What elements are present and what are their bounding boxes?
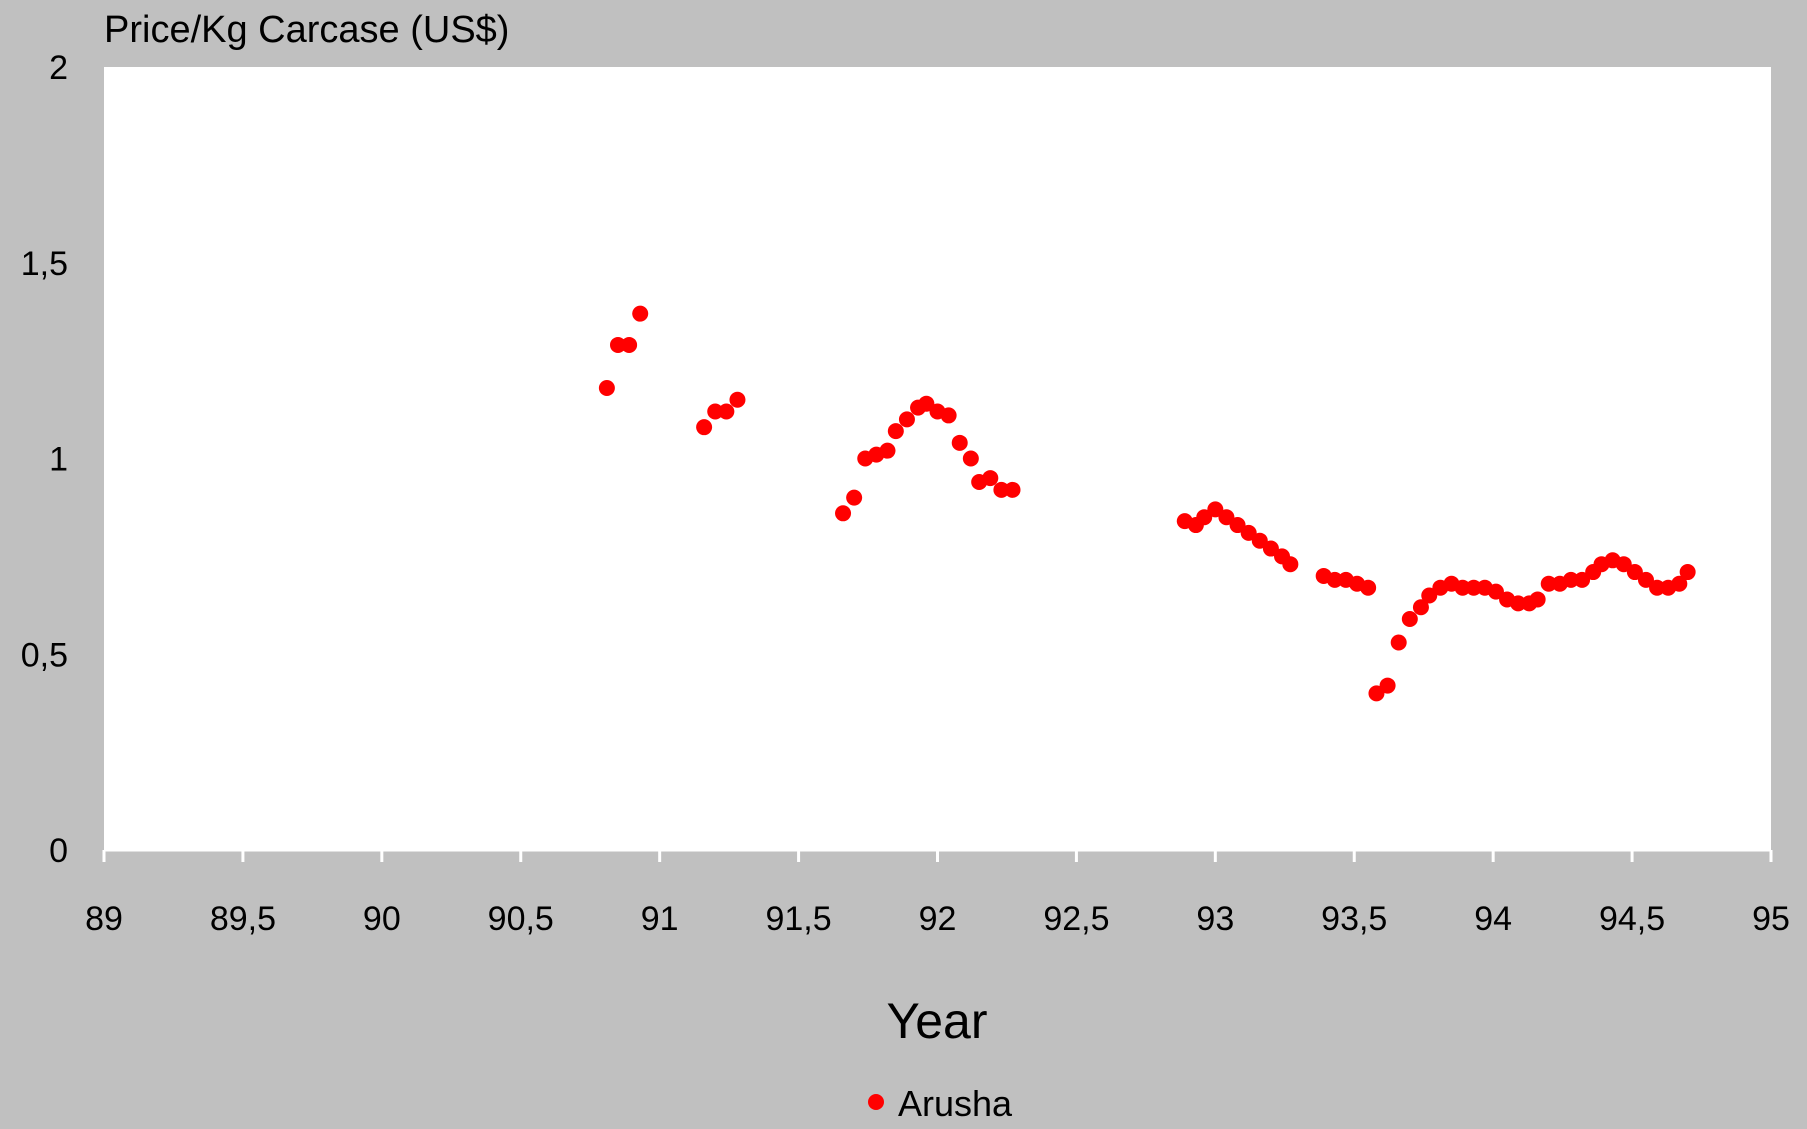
data-point (1679, 564, 1696, 581)
x-tick-label: 89,5 (210, 900, 276, 938)
data-point (1540, 575, 1557, 592)
data-point (1562, 571, 1579, 588)
data-point (1229, 517, 1246, 534)
data-point (632, 305, 649, 322)
data-point (1615, 556, 1632, 573)
data-point (1240, 524, 1257, 541)
x-tick-label: 89 (85, 900, 123, 938)
data-point (1649, 579, 1666, 596)
plot-area (104, 67, 1771, 850)
data-point (1510, 595, 1527, 612)
x-tick-label: 94 (1474, 900, 1512, 938)
data-point (1379, 677, 1396, 694)
data-point (1421, 587, 1438, 604)
data-point (962, 450, 979, 467)
x-tick-label: 95 (1752, 900, 1790, 938)
y-axis-title: Price/Kg Carcase (US$) (104, 9, 509, 51)
x-axis-ticks (102, 850, 1773, 862)
x-tick-label: 93,5 (1321, 900, 1387, 938)
x-tick-label: 91,5 (765, 900, 831, 938)
legend-label-arusha: Arusha (898, 1083, 1013, 1124)
data-point (1251, 532, 1268, 549)
data-point (1626, 564, 1643, 581)
x-tick-label: 93 (1196, 900, 1234, 938)
data-point (1637, 571, 1654, 588)
data-point (1282, 556, 1299, 573)
data-points (598, 305, 1696, 702)
data-point (1671, 575, 1688, 592)
y-tick-label: 0 (49, 832, 68, 870)
data-point (707, 403, 724, 420)
data-point (1218, 509, 1235, 526)
data-point (940, 407, 957, 424)
data-point (887, 423, 904, 440)
legend-marker-arusha (868, 1094, 884, 1110)
data-point (1196, 509, 1213, 526)
x-tick-label: 90,5 (488, 900, 554, 938)
data-point (696, 419, 713, 436)
y-tick-label: 1 (49, 441, 68, 479)
data-point (982, 470, 999, 487)
data-point (993, 481, 1010, 498)
data-point (729, 391, 746, 408)
x-tick-label: 90 (363, 900, 401, 938)
data-point (1262, 540, 1279, 557)
data-point (835, 505, 852, 522)
data-point (1454, 579, 1471, 596)
data-point (598, 380, 615, 397)
data-point (1401, 611, 1418, 628)
x-axis-title: Year (886, 993, 987, 1049)
data-point (1412, 599, 1429, 616)
data-point (879, 442, 896, 459)
y-tick-label: 2 (49, 49, 68, 87)
data-point (918, 395, 935, 412)
data-point (1207, 501, 1224, 518)
data-point (1390, 634, 1407, 651)
data-point (1004, 481, 1021, 498)
data-point (1326, 571, 1343, 588)
x-axis-tick-labels: 89 89,5 90 90,5 91 91,5 92 92,5 93 93,5 94 94,5 95 (85, 900, 1790, 938)
data-point (898, 411, 915, 428)
data-point (1487, 583, 1504, 600)
data-point (1368, 685, 1385, 702)
y-tick-label: 0,5 (21, 636, 68, 674)
data-point (846, 489, 863, 506)
y-axis-tick-labels: 0 0,5 1 1,5 2 (21, 49, 68, 870)
legend: Arusha (868, 1083, 1013, 1124)
data-point (1529, 591, 1546, 608)
x-tick-label: 92,5 (1043, 900, 1109, 938)
x-tick-label: 91 (641, 900, 679, 938)
data-point (621, 336, 638, 353)
data-point (1465, 579, 1482, 596)
y-tick-label: 1,5 (21, 245, 68, 283)
data-point (951, 434, 968, 451)
data-point (1574, 571, 1591, 588)
data-point (1360, 579, 1377, 596)
x-tick-label: 94,5 (1599, 900, 1665, 938)
x-tick-label: 92 (919, 900, 957, 938)
data-point (609, 336, 626, 353)
data-point (718, 403, 735, 420)
